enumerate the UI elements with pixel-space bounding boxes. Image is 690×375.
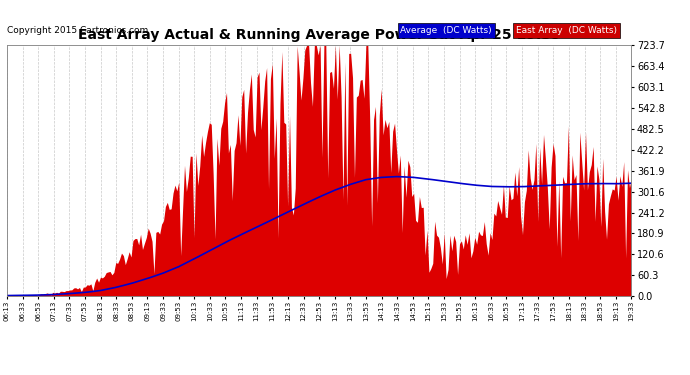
Text: Average  (DC Watts): Average (DC Watts) xyxy=(400,26,492,35)
Text: East Array  (DC Watts): East Array (DC Watts) xyxy=(516,26,617,35)
Title: East Array Actual & Running Average Power Sat Apr 25 19:39: East Array Actual & Running Average Powe… xyxy=(78,28,560,42)
Text: Copyright 2015 Cartronics.com: Copyright 2015 Cartronics.com xyxy=(7,26,148,35)
